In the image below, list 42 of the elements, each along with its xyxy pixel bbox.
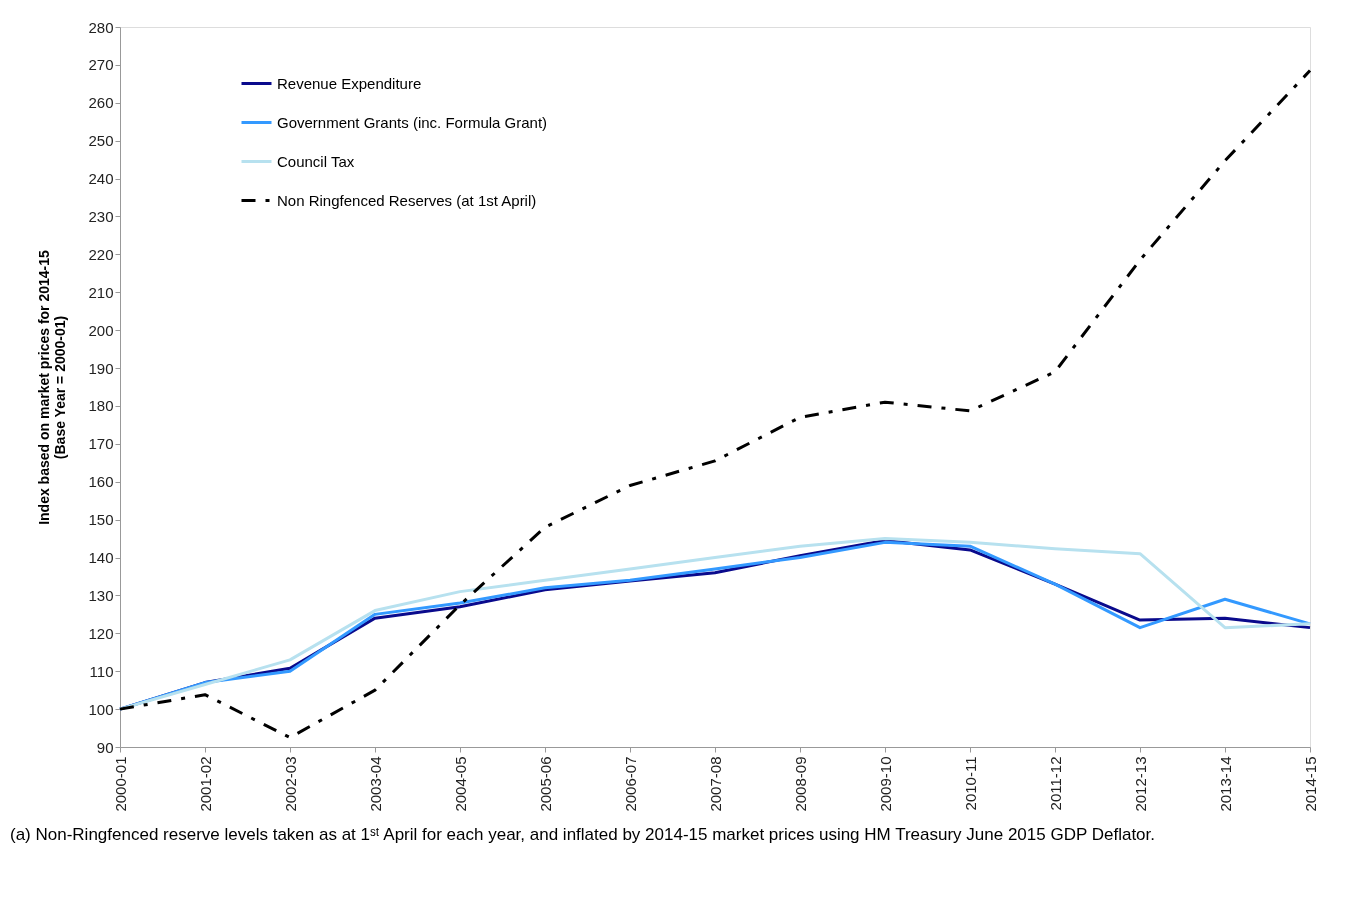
y-tick-label: 100: [88, 700, 114, 718]
y-tick-label: 270: [88, 56, 114, 74]
y-tick-label: 240: [88, 170, 114, 188]
y-tick-label: 260: [88, 94, 114, 112]
y-tick-label: 210: [88, 283, 114, 301]
x-tick-label: 2007-08: [706, 756, 724, 812]
legend-label: Non Ringfenced Reserves (at 1st April): [277, 191, 537, 209]
y-tick-label: 170: [88, 435, 114, 453]
y-tick-label: 180: [88, 397, 114, 415]
x-tick-label: 2003-04: [366, 756, 384, 812]
x-tick-label: 2006-07: [621, 756, 639, 812]
text: (a) Non-Ringfenced reserve levels taken as at 1ˢᵗ April for each year, and inflated by 2014-15 market prices using HM Treasury June 2015 GDP Deflator.: [10, 825, 1156, 844]
x-tick-label: 2012-13: [1131, 756, 1149, 812]
y-tick-label: 250: [88, 132, 114, 150]
x-tick-label: 2008-09: [791, 756, 809, 812]
y-tick-label: 130: [88, 586, 114, 604]
y-tick-label: 120: [88, 624, 114, 642]
y-tick-label: 110: [89, 662, 114, 680]
legend-label: Government Grants (inc. Formula Grant): [277, 113, 548, 131]
x-tick-label: 2002-03: [281, 756, 299, 812]
x-tick-label: 2011-12: [1046, 756, 1064, 811]
y-tick-label: 230: [88, 207, 114, 225]
y-tick-label: 220: [88, 245, 114, 263]
x-tick-label: 2013-14: [1216, 756, 1234, 812]
x-tick-label: 2000-01: [111, 756, 129, 812]
y-tick-label: 160: [88, 473, 114, 491]
x-tick-label: 2009-10: [876, 756, 894, 812]
legend-label: Revenue Expenditure: [277, 74, 422, 92]
x-tick-label: 2014-15: [1301, 756, 1319, 812]
line-series: [118, 69, 1312, 740]
legend-label: Council Tax: [277, 152, 355, 170]
x-tick-label: 2004-05: [451, 756, 469, 812]
y-tick-label: 150: [88, 511, 114, 529]
y-axis-title: Index based on market prices for 2014-15 (Base Year = 2000-01): [36, 249, 69, 525]
y-tick-label: 280: [88, 18, 114, 36]
y-tick-label: 200: [88, 321, 114, 339]
x-tick-label: 2005-06: [536, 756, 554, 812]
y-tick-label: 140: [88, 549, 114, 567]
x-tick-label: 2010-11: [961, 756, 979, 811]
y-tick-label: 190: [88, 359, 114, 377]
x-tick-label: 2001-02: [196, 756, 214, 812]
y-tick-label: 90: [96, 738, 114, 756]
